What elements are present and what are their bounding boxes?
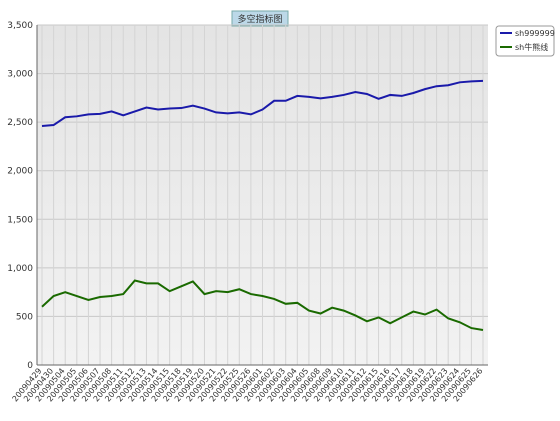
y-tick-label: 2,000 xyxy=(7,167,33,177)
chart-title: 多空指标图 xyxy=(237,13,282,25)
y-tick-label: 3,500 xyxy=(7,21,33,31)
title-box xyxy=(231,10,289,27)
y-tick-label: 2,500 xyxy=(7,118,33,128)
series-line xyxy=(41,279,484,332)
y-tick-label: 500 xyxy=(16,312,33,322)
series-line xyxy=(41,79,484,128)
y-tick-label: 1,000 xyxy=(7,264,33,274)
legend-label: sh999999 xyxy=(515,29,555,38)
y-tick-label: 1,500 xyxy=(7,215,33,225)
y-tick-label: 3,000 xyxy=(7,70,33,80)
legend-label: sh牛熊线 xyxy=(515,42,548,52)
y-tick-label: 0 xyxy=(27,361,33,371)
